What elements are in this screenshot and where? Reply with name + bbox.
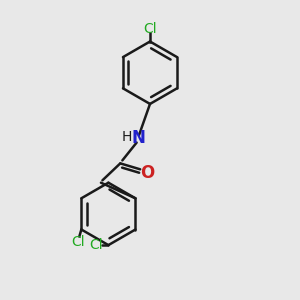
Text: Cl: Cl xyxy=(143,22,157,36)
Text: H: H xyxy=(122,130,132,144)
Text: O: O xyxy=(140,164,155,182)
Text: Cl: Cl xyxy=(72,235,85,249)
Text: N: N xyxy=(131,129,145,147)
Text: Cl: Cl xyxy=(89,238,103,252)
